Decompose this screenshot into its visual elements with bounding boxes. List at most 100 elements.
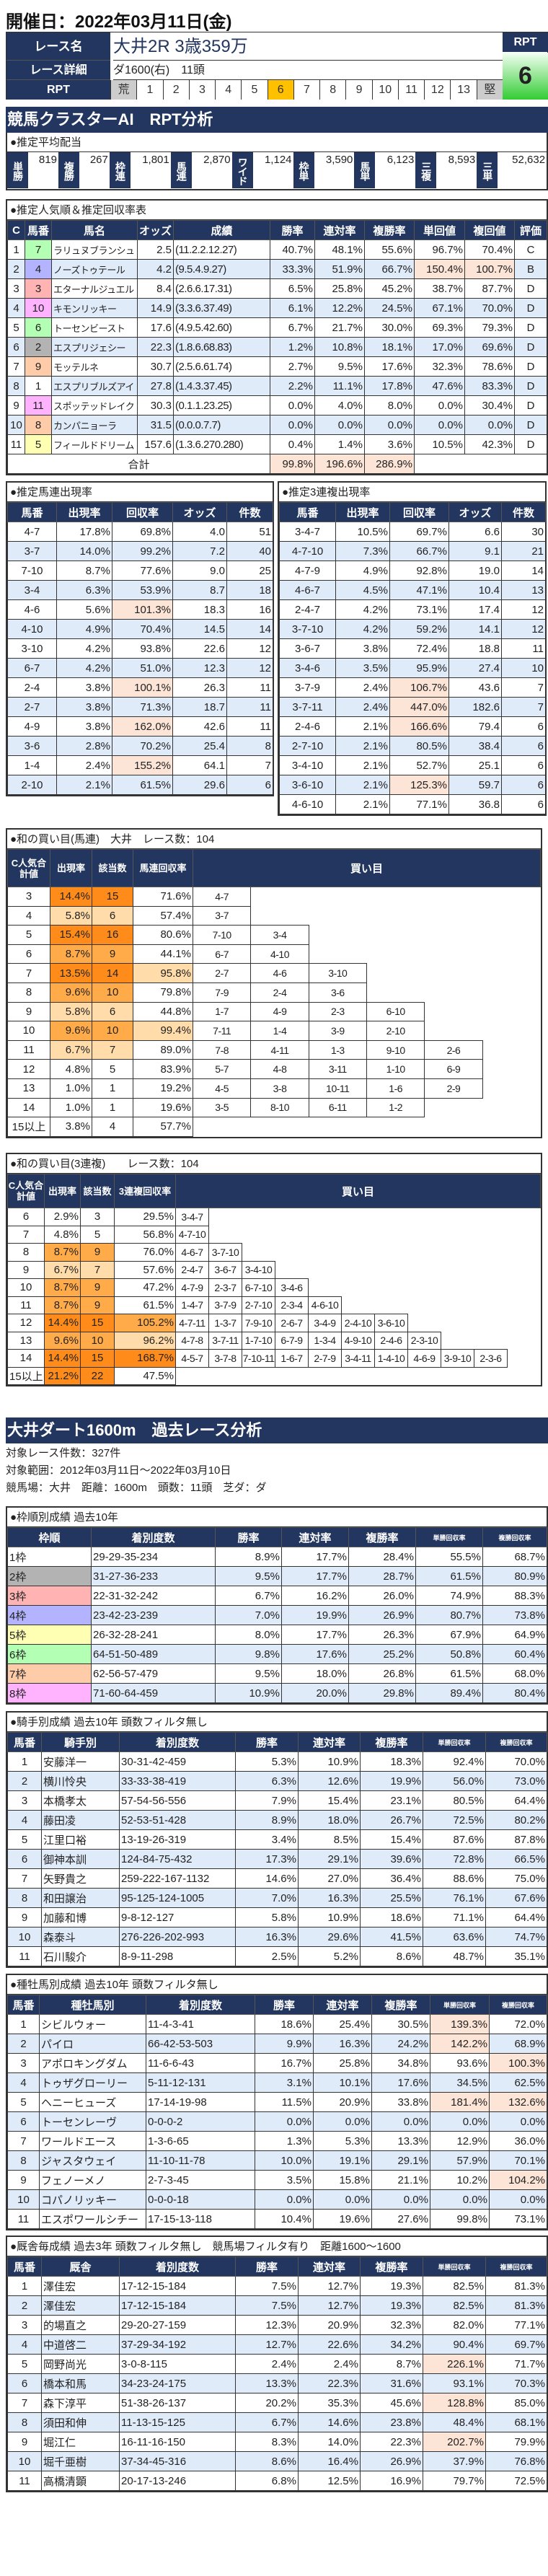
table-cell: 2.4% — [335, 677, 390, 698]
win-rate: 33.3% — [270, 259, 315, 279]
place-return: 75.0% — [485, 1868, 547, 1889]
place-return: 80.4% — [482, 1683, 547, 1703]
table-row: 3 14.4% 15 71.6% 4-7 — [7, 887, 541, 907]
empty-cell — [309, 1279, 342, 1297]
column-header: 複勝回収率 — [485, 2256, 547, 2277]
sire-name: パイロ — [39, 2034, 146, 2054]
empty-cell — [408, 1314, 441, 1332]
empty-cell — [508, 1314, 541, 1332]
place-rate: 24.2% — [371, 2034, 430, 2054]
rpt-scale-cell: 1 — [136, 80, 163, 100]
table-row: 3-4-6 3.5% 95.9% 27.4 10 — [279, 658, 546, 678]
empty-cell — [441, 1261, 474, 1279]
win-return: 82.0% — [423, 2315, 486, 2335]
place-rate: 17.6% — [364, 356, 415, 377]
table-cell: 59.2% — [389, 619, 449, 639]
empty-cell — [309, 1244, 342, 1262]
rentai-rate: 10.9% — [298, 1907, 361, 1927]
sire-name: トゥザグローリー — [39, 2072, 146, 2093]
waku: 3枠 — [7, 1586, 92, 1606]
column-header: 複勝率 — [371, 1995, 430, 2015]
table-row: 2 4 ノーズトゥテール 4.2 (9.5.4.9.27) 33.3% 51.9% 66.7%… — [7, 259, 547, 279]
empty-cell — [482, 1002, 540, 1021]
stable-name: 堀千亜樹 — [41, 2451, 120, 2471]
table-row: 11 5 フィールドドリーム 157.6 (1.3.6.270.280) 0.4% 1.4%… — [7, 434, 547, 454]
place-rate: 16.9% — [360, 2471, 423, 2491]
record: 16-11-16-150 — [119, 2432, 236, 2452]
win-rate: 5.3% — [235, 1751, 299, 1772]
payout-title: ●推定平均配当 — [7, 133, 547, 152]
return-rate: 19.6% — [133, 1097, 193, 1118]
rentai-rate: 48.1% — [314, 239, 365, 260]
rate: 9.6% — [50, 982, 92, 1003]
table-cell: 3.8% — [335, 638, 390, 659]
grade: C — [514, 239, 547, 260]
table-cell: 3-7-11 — [279, 697, 336, 717]
buy-combination: 2-3-6 — [474, 1349, 508, 1368]
place-rate: 24.5% — [364, 298, 415, 318]
table-row: 5枠 26-32-28-241 8.0% 17.7% 26.3% 67.9% 64.9% — [7, 1625, 547, 1645]
sum-value: 13 — [7, 1331, 45, 1350]
table-row: 8 8.7% 9 76.0% 4-6-7 3-7-10 — [7, 1243, 541, 1262]
table-cell: 447.0% — [389, 697, 449, 717]
column-header: 連対率 — [314, 220, 365, 240]
table-row: 1枠 29-29-35-234 8.9% 17.7% 28.4% 55.5% 68.7% — [7, 1547, 547, 1567]
empty-cell — [474, 1367, 508, 1385]
table-cell: 11 — [226, 716, 273, 737]
table-row: 7枠 62-56-57-479 9.5% 18.0% 26.8% 61.5% 68.0% — [7, 1663, 547, 1684]
empty-cell — [309, 944, 366, 964]
record: 37-29-34-192 — [119, 2334, 236, 2355]
record: 31-27-36-233 — [91, 1566, 216, 1586]
empty-cell — [474, 1314, 508, 1332]
place-return: 71.7% — [485, 2354, 547, 2374]
table-cell: 6 — [501, 755, 546, 775]
column-header: 枠順 — [7, 1527, 92, 1547]
place-rate: 17.8% — [364, 376, 415, 396]
empty-cell — [275, 1244, 309, 1262]
empty-cell — [508, 1367, 541, 1385]
rentai-rate: 9.5% — [314, 356, 365, 377]
sire-name: ワールドエース — [39, 2131, 146, 2151]
return-rate: 47.5% — [114, 1366, 176, 1385]
win-return: 48.4% — [423, 2412, 486, 2432]
table-row: 6 2.9% 3 29.5% 3-4-7 — [7, 1208, 541, 1226]
column-header: 着別度数 — [146, 1995, 255, 2015]
empty-cell — [441, 1226, 474, 1244]
win-rate: 18.6% — [255, 2014, 314, 2034]
empty-cell — [482, 926, 540, 945]
table-row: 10 8 カンパニョーラ 31.5 (0.0.0.7.7) 0.0% 0.0% 0.0% 0.0… — [7, 415, 547, 435]
table-cell: 14.1 — [448, 619, 502, 639]
stable-table: 馬番 厩舎 着別度数 勝率 連対率 複勝率 単勝回収率 複勝回収率 1 澤佳宏 17-12-15-1… — [7, 2256, 547, 2491]
rentai-rate: 12.5% — [298, 2471, 361, 2491]
record: 11-6-6-43 — [146, 2053, 255, 2073]
win-return: 67.9% — [415, 1625, 483, 1645]
record: 20-17-13-246 — [119, 2471, 236, 2491]
table-row: 4枠 23-42-23-239 7.0% 19.9% 26.9% 80.7% 73.8% — [7, 1605, 547, 1625]
header-row: 馬番 出現率 回収率 オッズ 件数 — [7, 502, 273, 522]
empty-cell — [242, 1208, 275, 1226]
sum-value: 6 — [7, 944, 50, 964]
table-cell: 4-7-10 — [279, 541, 336, 561]
buy-combination: 4-7 — [192, 887, 252, 907]
sanrenpuku-table: 馬番 出現率 回収率 オッズ 件数 3-4-7 10.5% 69.7% 6.6 30 4-7-10 7… — [279, 502, 546, 814]
sum-sanrenpuku-panel: ●和の買い目(3連複) レース数：104 C人気合計値 出現率 該当数 3連複回収率買… — [6, 1153, 542, 1386]
horse-number: 2 — [7, 2034, 40, 2054]
column-header: 馬番 — [25, 220, 52, 240]
buy-combination: 2-4 — [250, 982, 309, 1003]
rank-cell: 10 — [7, 415, 25, 435]
popularity-title: ●推定人気順＆推定回収率表 — [7, 201, 547, 220]
stable-title: ●厩舎毎成績 過去3年 頭数フィルタ無し 競馬場フィルタ有り 距離1600～16… — [7, 2237, 547, 2256]
win-return: 32.3% — [414, 356, 465, 377]
record: (1.4.3.37.45) — [173, 376, 270, 396]
table-row: 1 安藤洋一 30-31-42-459 5.3% 10.9% 18.3% 92.4% 70.0… — [7, 1751, 547, 1772]
win-return: 12.9% — [430, 2131, 490, 2151]
buy-combination: 1-3-4 — [308, 1331, 342, 1350]
buy-combination: 3-4 — [250, 925, 309, 945]
waku: 2枠 — [7, 1566, 92, 1586]
empty-cell — [375, 1208, 408, 1226]
table-row: 4 中道啓二 37-29-34-192 12.7% 22.6% 34.2% 90.4% 69.… — [7, 2334, 547, 2355]
table-cell: 12 — [226, 638, 273, 659]
waku: 6枠 — [7, 1644, 92, 1664]
record: (0.1.1.23.25) — [173, 395, 270, 416]
column-header: オッズ — [137, 220, 174, 240]
